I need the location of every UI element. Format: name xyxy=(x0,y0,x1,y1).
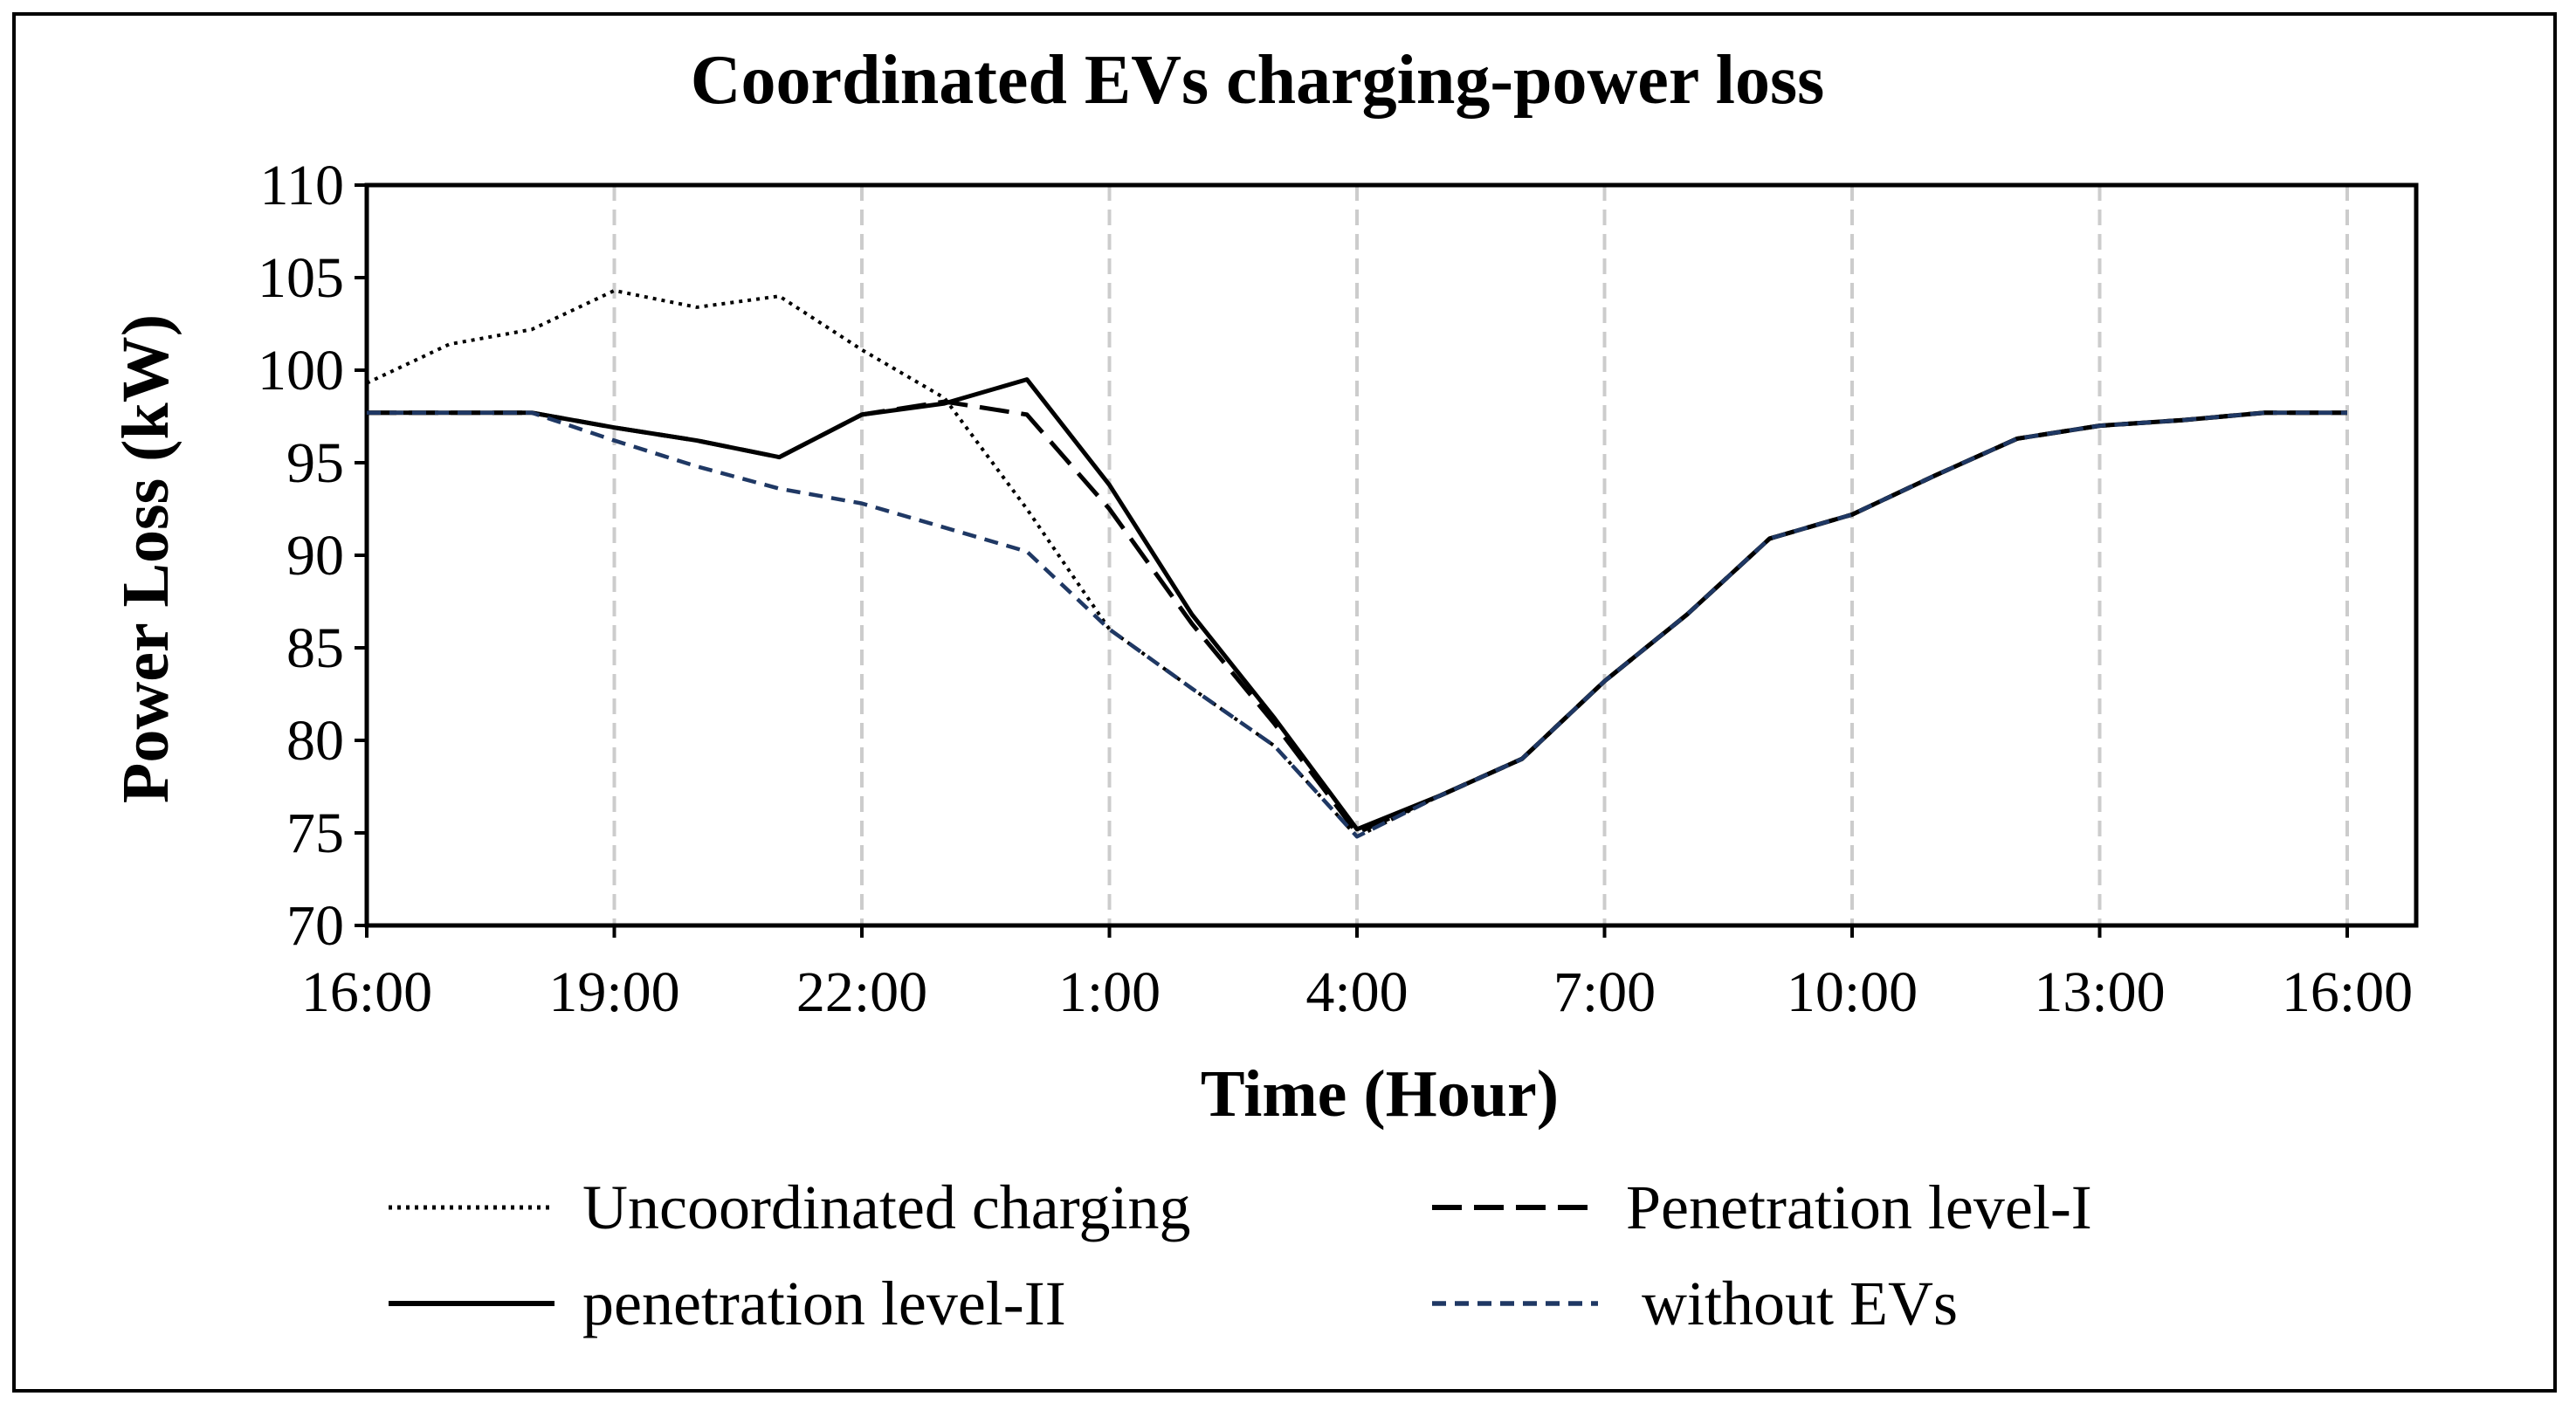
y-tick-label: 75 xyxy=(286,801,344,865)
x-tick-label: 16:00 xyxy=(301,960,432,1024)
x-tick-label: 22:00 xyxy=(796,960,927,1024)
legend-label: Penetration level-I xyxy=(1626,1173,2092,1242)
y-tick-label: 110 xyxy=(259,154,344,217)
x-tick-label: 4:00 xyxy=(1305,960,1408,1024)
y-tick-label: 105 xyxy=(258,246,344,310)
x-axis-ticks: 16:00 19:00 22:00 1:00 4:00 7:00 10:00 13:00 16:… xyxy=(301,925,2413,1024)
chart-title: Coordinated EVs charging-power loss xyxy=(691,42,1825,119)
y-axis-label: Power Loss (kW) xyxy=(109,314,183,803)
legend-label: penetration level-II xyxy=(582,1269,1066,1338)
y-tick-label: 80 xyxy=(286,709,344,773)
y-tick-label: 100 xyxy=(258,339,344,402)
legend-label: Uncoordinated charging xyxy=(582,1173,1190,1242)
y-tick-label: 95 xyxy=(286,431,344,495)
x-tick-label: 1:00 xyxy=(1058,960,1161,1024)
x-tick-label: 7:00 xyxy=(1553,960,1656,1024)
legend-label: without EVs xyxy=(1626,1269,1958,1338)
y-tick-label: 70 xyxy=(286,894,344,958)
x-axis-label: Time (Hour) xyxy=(1201,1057,1559,1131)
x-tick-label: 16:00 xyxy=(2282,960,2413,1024)
y-tick-label: 85 xyxy=(286,616,344,680)
series-layer xyxy=(366,288,2347,839)
y-axis-ticks: 70 75 80 85 90 95 100 105 110 xyxy=(258,154,367,958)
series-line-solid xyxy=(367,377,2347,832)
grid-lines xyxy=(612,185,2349,925)
series-line-dashed xyxy=(367,410,2347,839)
x-tick-label: 19:00 xyxy=(548,960,679,1024)
legend: Uncoordinated charging Penetration level-… xyxy=(389,1173,2092,1338)
y-tick-label: 90 xyxy=(286,524,344,588)
chart-frame xyxy=(12,12,2557,1393)
x-tick-label: 10:00 xyxy=(1787,960,1918,1024)
x-tick-label: 13:00 xyxy=(2034,960,2165,1024)
